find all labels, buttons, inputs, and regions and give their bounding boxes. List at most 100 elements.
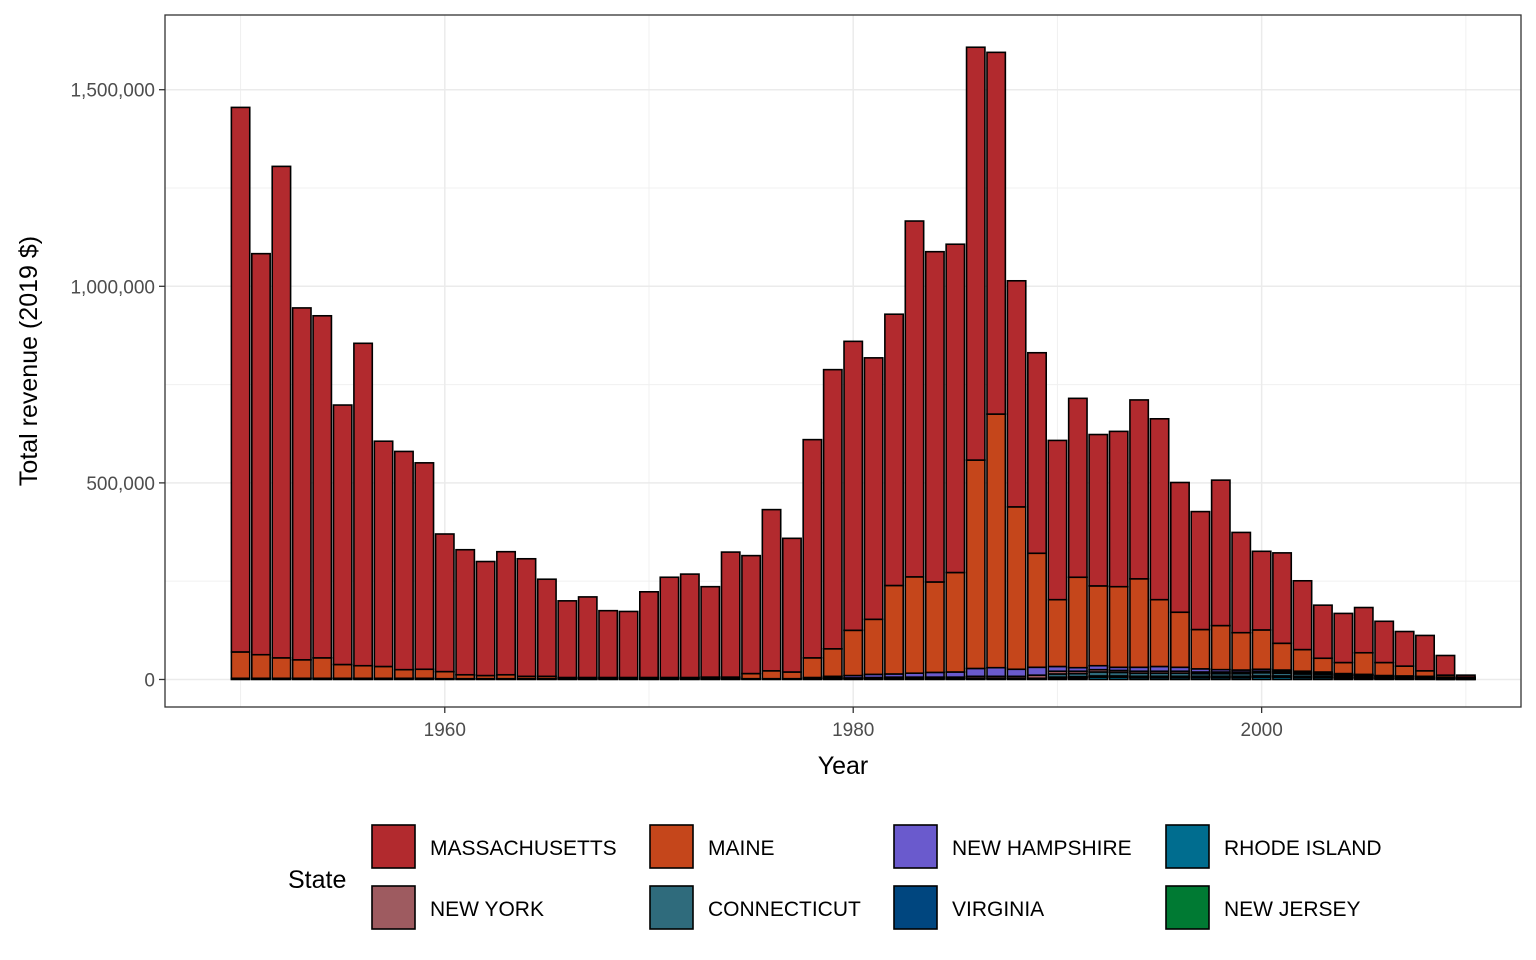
- bar-segment: [1047, 439, 1068, 601]
- bar-segment: [577, 596, 598, 679]
- bar-segment: [1169, 611, 1190, 669]
- bar-segment: [863, 618, 884, 676]
- bar-segment: [843, 340, 864, 632]
- legend-key: [649, 885, 694, 930]
- bar-segment: [434, 533, 455, 673]
- bar-segment: [1088, 585, 1109, 667]
- bar-segment: [781, 671, 802, 680]
- bar-segment: [904, 220, 925, 578]
- bar-segment: [434, 670, 455, 680]
- bar-segment: [1210, 624, 1231, 671]
- bar-segment: [1435, 654, 1456, 676]
- bar-segment: [1312, 604, 1333, 660]
- bar-segment: [822, 368, 843, 650]
- bar-segment: [679, 573, 700, 679]
- bar-segment: [965, 46, 986, 461]
- bar-segment: [291, 307, 312, 661]
- bar-segment: [291, 659, 312, 680]
- bar-segment: [1067, 576, 1088, 669]
- bar-segment: [1374, 620, 1395, 664]
- bar-segment: [393, 668, 414, 680]
- bar-segment: [639, 590, 659, 679]
- bar-segment: [1394, 665, 1415, 677]
- bar-segment: [536, 578, 557, 678]
- bar-segment: [1353, 651, 1374, 676]
- bar-segment: [1108, 430, 1129, 588]
- y-axis-title: Total revenue (2019 $): [15, 236, 43, 486]
- bars: [230, 46, 1476, 681]
- x-tick-label: 1960: [424, 720, 466, 741]
- legend-key: [371, 824, 416, 869]
- bar-segment: [924, 250, 945, 583]
- y-tick-label: 1,500,000: [70, 81, 155, 102]
- bar-segment: [1027, 666, 1047, 676]
- bar-segment: [475, 560, 496, 677]
- legend: State MASSACHUSETTS MAINE NEW HAMPSHIRE RHO…: [288, 824, 1382, 930]
- bar-segment: [598, 609, 619, 679]
- bar-segment: [1312, 657, 1333, 673]
- bar-segment: [271, 657, 292, 680]
- bar-segment: [700, 585, 721, 678]
- legend-label: MAINE: [708, 837, 775, 860]
- bar-segment: [1006, 279, 1027, 508]
- legend-label: NEW YORK: [430, 898, 544, 921]
- x-axis-title: Year: [818, 752, 869, 780]
- bar-segment: [414, 462, 435, 671]
- legend-key: [1165, 885, 1210, 930]
- bar-segment: [1027, 552, 1047, 669]
- bar-segment: [761, 670, 782, 680]
- plot-border: [164, 14, 1522, 708]
- bar-segment: [1292, 648, 1313, 673]
- bar-segment: [802, 438, 823, 659]
- bar-segment: [1374, 661, 1395, 677]
- bar-segment: [1169, 481, 1190, 614]
- bar-segment: [965, 667, 986, 678]
- bar-segment: [1006, 668, 1027, 678]
- legend-label: CONNECTICUT: [708, 898, 861, 921]
- bar-segment: [1251, 550, 1272, 631]
- bar-segment: [1067, 397, 1088, 579]
- bar-segment: [373, 665, 394, 680]
- legend-key: [371, 885, 416, 930]
- bar-segment: [863, 357, 884, 621]
- bar-segment: [1292, 579, 1313, 651]
- bar-segment: [353, 664, 374, 680]
- legend-key: [649, 824, 694, 869]
- legend-title: State: [288, 866, 346, 894]
- bar-segment: [1190, 510, 1211, 631]
- bar-segment: [393, 450, 414, 671]
- bar-segment: [1333, 612, 1354, 664]
- bar-segment: [271, 165, 292, 659]
- legend-label: MASSACHUSETTS: [430, 837, 617, 860]
- legend-label: RHODE ISLAND: [1224, 837, 1382, 860]
- legend-label: NEW HAMPSHIRE: [952, 837, 1132, 860]
- bar-segment: [1006, 506, 1027, 671]
- bar-segment: [353, 342, 374, 667]
- bar-segment: [781, 537, 802, 673]
- bar-segment: [986, 413, 1007, 669]
- bar-segment: [1149, 598, 1170, 668]
- bar-segment: [332, 663, 353, 680]
- y-tick-label: 1,000,000: [70, 277, 155, 298]
- bar-segment: [1353, 606, 1374, 654]
- legend-label: NEW JERSEY: [1224, 898, 1361, 921]
- bar-segment: [1251, 629, 1272, 671]
- bar-segment: [1129, 578, 1150, 669]
- bar-segment: [659, 576, 680, 679]
- bar-segment: [761, 508, 782, 672]
- bar-segment: [884, 313, 905, 587]
- legend-key: [893, 824, 938, 869]
- bar-segment: [945, 243, 966, 574]
- bar-segment: [802, 657, 823, 679]
- legend-label: VIRGINIA: [952, 898, 1044, 921]
- bar-segment: [496, 550, 517, 676]
- bar-segment: [250, 653, 271, 680]
- bar-segment: [373, 440, 394, 668]
- bar-segment: [1394, 630, 1415, 667]
- bar-segment: [904, 576, 925, 674]
- bar-segment: [557, 600, 578, 679]
- bar-segment: [843, 629, 864, 677]
- bar-segment: [230, 651, 251, 680]
- bar-segment: [741, 554, 762, 675]
